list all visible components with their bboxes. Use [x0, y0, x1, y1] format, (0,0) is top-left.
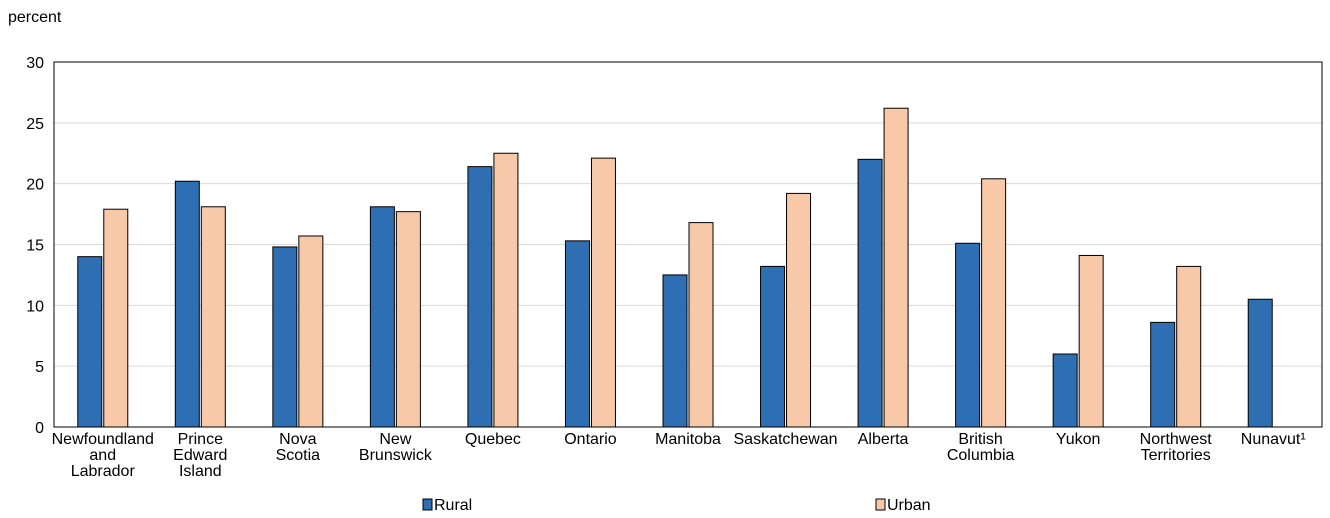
bar-rural-4	[467, 166, 493, 428]
bar-urban-8	[883, 107, 909, 428]
x-category-label-line: Labrador	[71, 463, 136, 480]
x-category-label-line: Saskatchewan	[734, 431, 838, 448]
x-category-label: Manitoba	[655, 431, 721, 448]
legend-swatch-urban	[875, 498, 886, 511]
legend-swatch-rural	[422, 498, 433, 511]
x-category-label-line: Columbia	[947, 447, 1015, 464]
bar-urban-10	[1078, 254, 1104, 428]
legend: Rural Urban	[422, 497, 931, 514]
x-category-label: Ontario	[564, 431, 617, 448]
x-category-label-line: Newfoundland	[52, 431, 154, 448]
bars	[77, 107, 1273, 428]
y-axis-unit-label: percent	[8, 9, 62, 26]
y-tick-label: 0	[35, 420, 44, 437]
bar-rural-11	[1150, 321, 1176, 428]
bar-urban-11	[1176, 265, 1202, 428]
x-category-label-line: British	[958, 431, 1002, 448]
x-category-label: Saskatchewan	[734, 431, 838, 448]
bar-rural-6	[662, 274, 688, 428]
bar-urban-3	[395, 211, 421, 428]
bar-rural-5	[564, 240, 590, 428]
bar-rural-0	[77, 256, 103, 428]
x-category-label-line: Ontario	[564, 431, 617, 448]
x-category-label-line: New	[379, 431, 411, 448]
bar-rural-9	[955, 242, 981, 428]
x-category-label-line: Nova	[279, 431, 316, 448]
x-category-label: Nova Scotia	[276, 431, 321, 464]
x-category-label-line: Quebec	[465, 431, 521, 448]
bar-rural-1	[174, 180, 200, 428]
bar-urban-5	[590, 157, 616, 428]
x-axis-category-labels: Newfoundland and Labrador Prince Edward Islan…	[52, 431, 1306, 480]
y-tick-label: 15	[26, 238, 44, 255]
bar-urban-2	[298, 235, 324, 428]
bar-urban-7	[786, 192, 812, 428]
y-tick-label: 10	[26, 298, 44, 315]
y-tick-label: 25	[26, 116, 44, 133]
x-category-label: New Brunswick	[359, 431, 433, 464]
x-category-label-line: Scotia	[276, 447, 321, 464]
y-tick-label: 5	[35, 359, 44, 376]
x-category-label-line: Prince	[178, 431, 223, 448]
x-category-label-line: and	[89, 447, 116, 464]
bar-urban-9	[981, 178, 1007, 428]
x-category-label-line: Northwest	[1140, 431, 1213, 448]
x-category-label-line: Yukon	[1056, 431, 1100, 448]
x-category-label: Prince Edward Island	[173, 431, 227, 480]
bar-urban-1	[200, 206, 226, 428]
x-category-label-line: Edward	[173, 447, 227, 464]
bar-urban-0	[103, 208, 129, 428]
x-category-label: British Columbia	[947, 431, 1015, 464]
x-category-label-line: Nunavut¹	[1241, 431, 1306, 448]
x-category-label: Yukon	[1056, 431, 1100, 448]
bar-urban-6	[688, 222, 714, 428]
x-category-label-line: Alberta	[858, 431, 909, 448]
x-category-label-line: Island	[179, 463, 222, 480]
bar-rural-7	[760, 265, 786, 428]
y-tick-label: 20	[26, 177, 44, 194]
x-category-label: Alberta	[858, 431, 909, 448]
gridlines	[54, 122, 1322, 367]
y-tick-label: 30	[26, 55, 44, 72]
bar-rural-12	[1247, 298, 1273, 428]
x-category-label: Newfoundland and Labrador	[52, 431, 154, 480]
bar-rural-10	[1052, 353, 1078, 428]
legend-label-rural: Rural	[434, 497, 472, 514]
y-axis-ticks: 0 5 10 15 20 25 30	[26, 55, 44, 437]
plot-frame	[53, 61, 1323, 428]
x-category-label-line: Territories	[1141, 447, 1211, 464]
bar-urban-4	[493, 152, 519, 428]
x-category-label: Nunavut¹	[1241, 431, 1306, 448]
bar-rural-2	[272, 246, 298, 428]
x-category-label: Northwest Territories	[1140, 431, 1213, 464]
bar-rural-8	[857, 158, 883, 428]
x-category-label-line: Manitoba	[655, 431, 721, 448]
legend-label-urban: Urban	[887, 497, 931, 514]
x-category-label-line: Brunswick	[359, 447, 433, 464]
bar-rural-3	[369, 206, 395, 428]
x-category-label: Quebec	[465, 431, 521, 448]
